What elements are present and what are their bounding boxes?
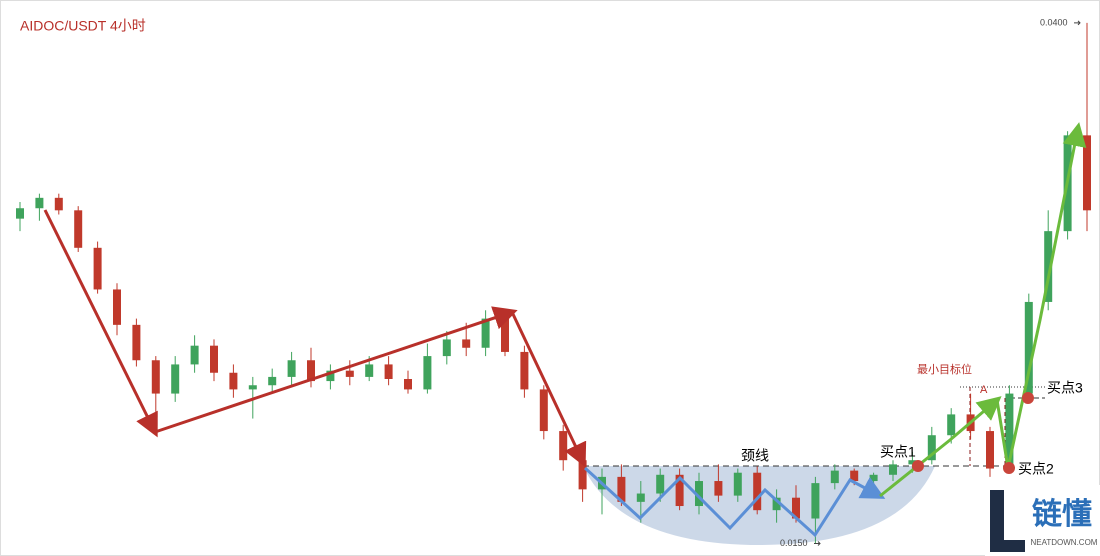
candle-body <box>93 247 102 290</box>
candle-body <box>986 431 994 469</box>
candle-body <box>733 472 742 496</box>
price-label: 0.0400 <box>1040 17 1068 27</box>
candle-body <box>404 378 412 390</box>
buy-label: 买点3 <box>1047 380 1083 396</box>
candle-body <box>889 464 897 475</box>
candle-body <box>636 493 645 502</box>
candle-body <box>947 414 956 436</box>
buy-label: 买点1 <box>880 444 916 460</box>
candle-body <box>423 356 432 390</box>
candle-body <box>792 497 800 519</box>
chart-title: AIDOC/USDT 4小时 <box>20 18 146 34</box>
candle-body <box>520 351 529 390</box>
price-arrow <box>814 541 821 546</box>
candle-body <box>345 370 354 377</box>
candle-body <box>54 197 63 211</box>
candle-body <box>714 481 723 496</box>
candle-body <box>35 197 44 209</box>
candle-body <box>210 345 218 373</box>
candle-body <box>772 497 781 511</box>
candle-body <box>1005 393 1014 469</box>
candle-body <box>539 389 548 432</box>
candle-body <box>927 435 936 461</box>
candle-body <box>462 339 471 348</box>
trend-arrow <box>510 311 587 468</box>
candle-body <box>113 289 121 325</box>
price-label: 0.0150 <box>780 538 808 548</box>
candle-body <box>151 360 160 394</box>
candle-body <box>830 470 839 484</box>
candle-body <box>16 208 24 219</box>
target-label: 最小目标位 <box>917 362 972 376</box>
logo-mark <box>990 490 1025 552</box>
candle-body <box>326 370 335 382</box>
candle-body <box>481 318 490 348</box>
logo-name: 链懂 <box>1032 497 1092 531</box>
candle-body <box>74 210 83 248</box>
candle-body <box>1044 231 1053 302</box>
candle-body <box>695 481 703 507</box>
logo: 链懂 NEATDOWN.COM <box>985 485 1100 556</box>
candle-body <box>132 324 141 361</box>
candle-body <box>675 474 684 507</box>
buy-label: 买点2 <box>1018 461 1054 477</box>
candle-body <box>656 474 665 494</box>
candle-body <box>307 360 315 382</box>
buy-point <box>1003 462 1015 474</box>
buy-point <box>912 460 924 472</box>
trend-arrow <box>154 306 518 434</box>
breakout-path <box>879 396 1002 498</box>
candle-body <box>869 474 878 482</box>
candle-body <box>365 364 374 377</box>
candle-body <box>753 472 762 511</box>
candle-body <box>248 385 257 390</box>
candle-body <box>384 364 393 379</box>
candle-body <box>268 376 277 386</box>
candle-body <box>501 318 509 352</box>
trend-arrow <box>43 209 158 438</box>
candle-body <box>1083 135 1091 211</box>
buy-point <box>1022 392 1034 404</box>
candle-body <box>559 431 568 461</box>
candle-body <box>578 460 587 490</box>
candle-body <box>229 372 238 390</box>
candle-body <box>287 360 296 377</box>
candle-body <box>171 364 180 394</box>
neckline-label: 颈线 <box>741 448 769 464</box>
candle-body <box>908 460 917 465</box>
candle-body <box>1024 301 1033 394</box>
logo-site: NEATDOWN.COM <box>1031 538 1098 547</box>
candle-body <box>850 470 859 482</box>
candle-body <box>811 483 820 519</box>
cup-path <box>583 466 886 538</box>
price-arrow <box>1074 20 1081 26</box>
a-label: A <box>980 384 988 396</box>
candle-body <box>617 476 626 502</box>
candle-body <box>442 339 451 357</box>
candle-body <box>190 345 199 365</box>
